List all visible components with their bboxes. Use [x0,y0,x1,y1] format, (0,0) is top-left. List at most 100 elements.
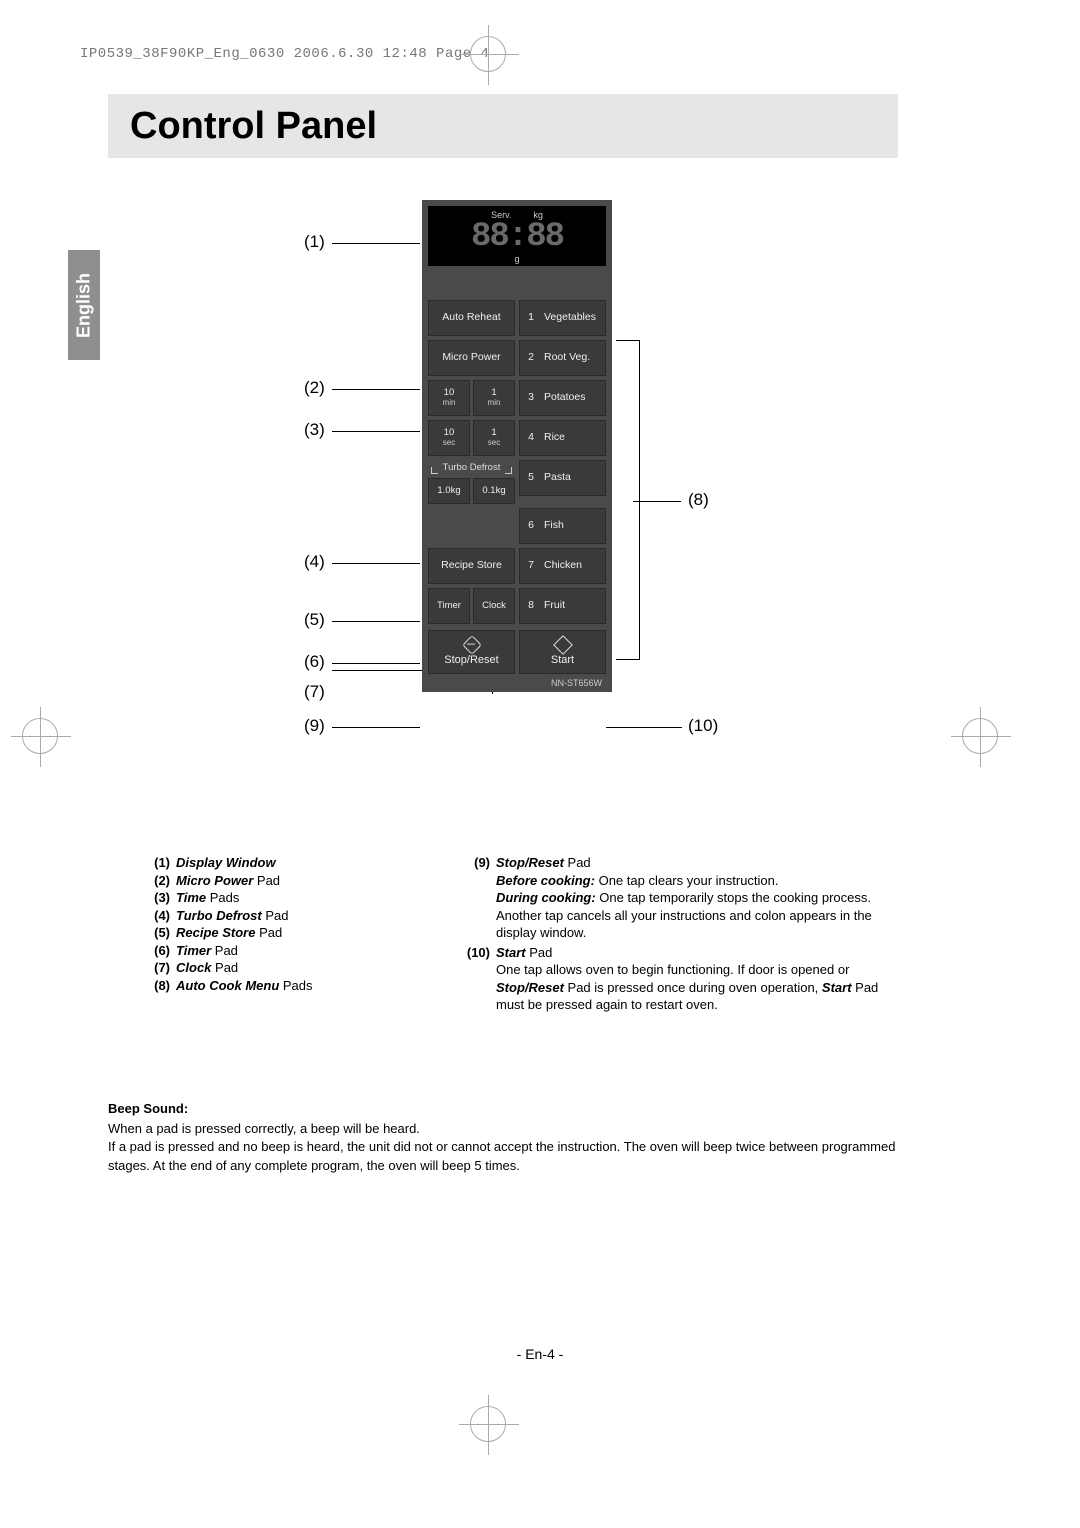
timer-button[interactable]: Timer [428,588,470,624]
menu-number: 5 [526,472,536,484]
legend-index: (8) [146,977,176,995]
menu-label: Fish [544,520,564,532]
clock-button[interactable]: Clock [473,588,515,624]
legend-left-column: (1)Display Window(2)Micro Power Pad(3)Ti… [146,854,436,1016]
legend-index: (7) [146,959,176,977]
callout-1: (1) [304,232,325,252]
menu-label: Chicken [544,560,582,572]
legend-suffix: Pad [253,873,280,888]
defrost-1kg-button[interactable]: 1.0kg [428,478,470,504]
menu-vegetables-button[interactable]: 1 Vegetables [519,300,606,336]
page-number: - En-4 - [0,1346,1080,1362]
menu-root-veg-button[interactable]: 2 Root Veg. [519,340,606,376]
time-10min-button[interactable]: 10 min [428,380,470,416]
legend-term: Auto Cook Menu [176,978,279,993]
legend: (1)Display Window(2)Micro Power Pad(3)Ti… [146,854,906,1016]
language-tab: English [68,250,100,360]
micro-power-button[interactable]: Micro Power [428,340,515,376]
legend-term: Clock [176,960,211,975]
legend-row: (3)Time Pads [146,889,436,907]
beep-heading: Beep Sound: [108,1100,898,1118]
callout-label: (5) [304,610,325,629]
callout-label: (8) [688,490,709,509]
menu-pasta-button[interactable]: 5 Pasta [519,460,606,496]
legend-body: Clock Pad [176,959,238,977]
page-title: Control Panel [130,105,377,148]
menu-rice-button[interactable]: 4 Rice [519,420,606,456]
legend-body: Auto Cook Menu Pads [176,977,313,995]
legend-suffix: Pad [255,925,282,940]
beep-sound-section: Beep Sound: When a pad is pressed correc… [108,1100,898,1175]
legend-row: (5)Recipe Store Pad [146,924,436,942]
legend-index: (9) [466,854,496,872]
menu-number: 2 [526,352,536,364]
defrost-01kg-button[interactable]: 0.1kg [473,478,515,504]
legend-text: Pad is pressed once during oven operatio… [564,980,822,995]
button-label: Stop/Reset [444,654,498,666]
legend-term: Stop/Reset [496,855,564,870]
microwave-panel: Serv. kg 88:88 g Auto Reheat 1 Vegetable… [422,200,612,692]
legend-suffix: Pad [564,855,591,870]
legend-row: (1)Display Window [146,854,436,872]
beep-text: When a pad is pressed correctly, a beep … [108,1120,898,1138]
legend-index: (4) [146,907,176,925]
start-icon [553,635,573,655]
legend-term: Micro Power [176,873,253,888]
legend-row: (4)Turbo Defrost Pad [146,907,436,925]
seven-segment-display: 88:88 [434,220,600,254]
title-bar: Control Panel [108,94,898,158]
callout-label: (3) [304,420,325,439]
legend-row: (8)Auto Cook Menu Pads [146,977,436,995]
crop-mark-icon [22,718,58,754]
legend-body: Display Window [176,854,276,872]
time-10sec-button[interactable]: 10 sec [428,420,470,456]
legend-subheading: During cooking: [496,890,596,905]
crop-mark-icon [962,718,998,754]
button-label: Start [551,654,574,666]
crop-mark-icon [470,36,506,72]
legend-suffix: Pad [211,943,238,958]
menu-label: Potatoes [544,392,585,404]
menu-fruit-button[interactable]: 8 Fruit [519,588,606,624]
time-unit: sec [488,439,500,448]
recipe-store-button[interactable]: Recipe Store [428,548,515,584]
menu-label: Pasta [544,472,571,484]
stop-reset-button[interactable]: Stop/Reset [428,630,515,674]
callout-label: (9) [304,716,325,735]
menu-chicken-button[interactable]: 7 Chicken [519,548,606,584]
control-panel-diagram: (1) (2) (3) (4) (5) (6) (7) (9) (8) (10) [108,200,898,800]
start-button[interactable]: Start [519,630,606,674]
callout-7: (7) [304,682,325,702]
legend-term: Timer [176,943,211,958]
callout-label: (7) [304,682,325,701]
legend-index: (10) [466,944,496,962]
menu-number: 6 [526,520,536,532]
crop-mark-icon [470,1406,506,1442]
legend-subheading: Before cooking: [496,873,595,888]
empty-box [612,288,668,324]
legend-term: Turbo Defrost [176,908,262,923]
legend-term: Time [176,890,206,905]
menu-fish-button[interactable]: 6 Fish [519,508,606,544]
legend-index: (2) [146,872,176,890]
legend-body: Recipe Store Pad [176,924,282,942]
legend-term: Display Window [176,855,276,870]
time-unit: min [488,399,501,408]
bracket-icon [616,340,640,660]
display-label-g: g [434,254,600,264]
crop-header: IP0539_38F90KP_Eng_0630 2006.6.30 12:48 … [80,46,489,62]
legend-term: Start [496,945,526,960]
legend-right-column: (9) Stop/Reset Pad Before cooking: One t… [466,854,906,1016]
legend-body: Micro Power Pad [176,872,280,890]
menu-number: 1 [526,312,536,324]
time-1sec-button[interactable]: 1 sec [473,420,515,456]
menu-potatoes-button[interactable]: 3 Potatoes [519,380,606,416]
menu-label: Rice [544,432,565,444]
legend-suffix: Pads [279,978,312,993]
time-1min-button[interactable]: 1 min [473,380,515,416]
menu-number: 8 [526,600,536,612]
turbo-defrost-label: Turbo Defrost [428,460,515,474]
beep-text: If a pad is pressed and no beep is heard… [108,1138,898,1174]
auto-reheat-button[interactable]: Auto Reheat [428,300,515,336]
time-unit: min [443,399,456,408]
